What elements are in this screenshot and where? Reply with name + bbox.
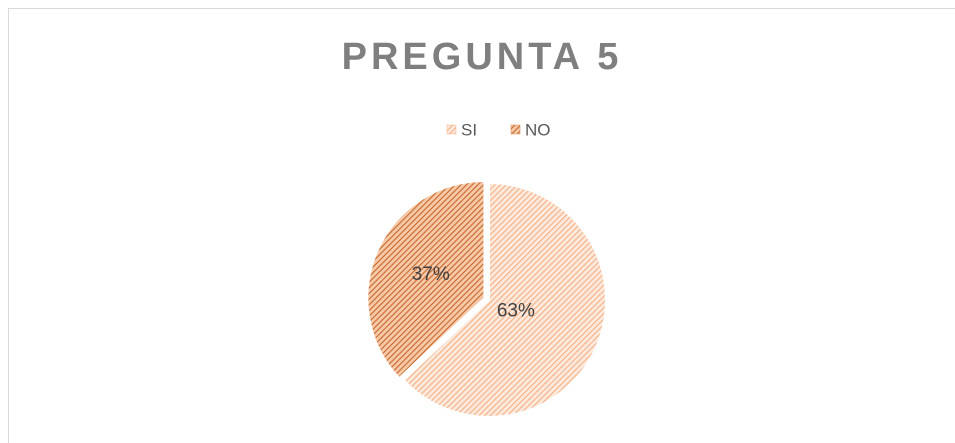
- legend-swatch: [446, 124, 457, 135]
- legend-label: SI: [461, 120, 477, 139]
- legend-swatch: [510, 124, 521, 135]
- pie-slice: [366, 180, 486, 380]
- legend-label: NO: [525, 120, 551, 139]
- pie-slice: [402, 181, 607, 418]
- chart-title: PREGUNTA 5: [342, 36, 623, 78]
- data-label: 63%: [497, 301, 535, 322]
- data-label: 37%: [412, 264, 450, 285]
